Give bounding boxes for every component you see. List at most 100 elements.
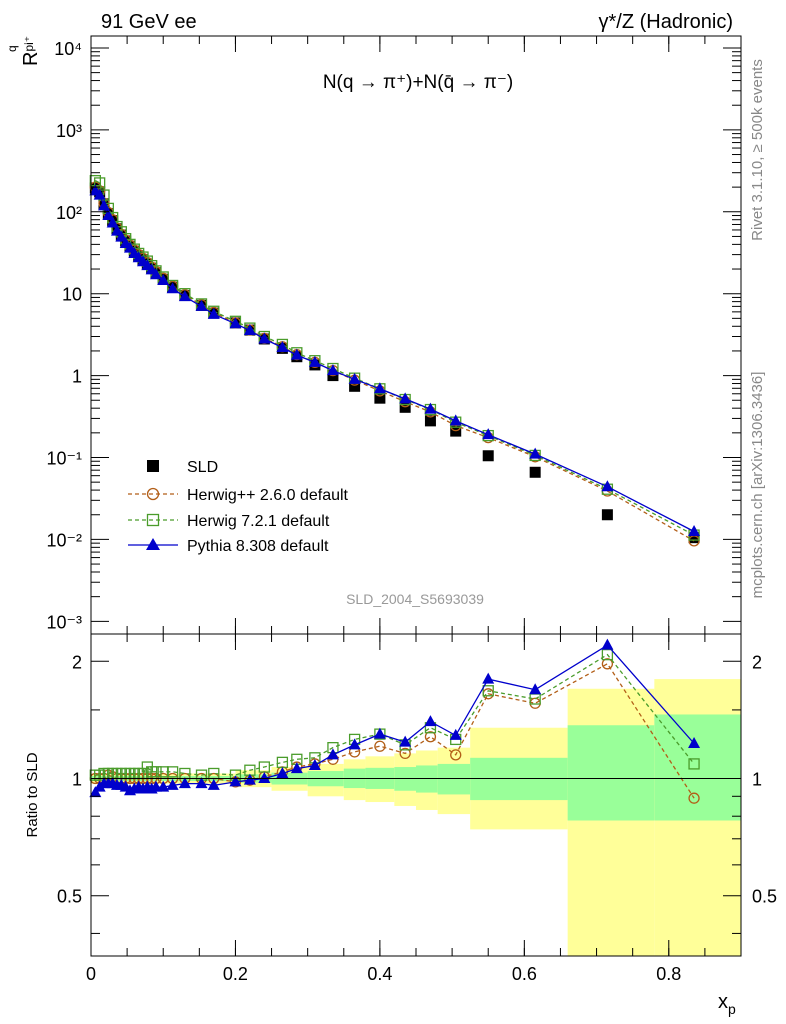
axis-ticks [90, 36, 742, 956]
y-tick-label-3: 1 [72, 367, 82, 387]
ratio-2-point-26 [326, 748, 339, 760]
series-0-point-27 [349, 380, 361, 392]
ratio-2-point-35 [688, 736, 701, 748]
series-3-point-33 [529, 447, 542, 459]
y-tick-label-5: 10² [56, 203, 82, 223]
ratio-0-point-29 [399, 747, 411, 760]
series-3-point-30 [424, 402, 437, 414]
legend-label-pythia: Pythia 8.308 default [187, 538, 329, 555]
analysis-id: SLD_2004_S5693039 [346, 591, 484, 607]
legend-marker-herwigpp [146, 487, 160, 501]
ratio-2-point-23 [276, 766, 289, 778]
y-tick-label-0: 10⁻³ [46, 612, 82, 632]
series-3-point-6 [115, 230, 128, 242]
y-tick-label-7: 10⁴ [54, 39, 82, 59]
series-0-point-34 [601, 509, 613, 521]
series-3-point-21 [243, 324, 256, 336]
mcplots-label: mcplots.cern.ch [arXiv:1306.3436] [749, 372, 766, 599]
ratio-2-point-34 [601, 638, 614, 650]
ratio-1-point-14 [150, 766, 162, 778]
ratio-tick-label-right-1: 1 [752, 769, 762, 789]
y-tick-label-1: 10⁻² [46, 530, 82, 550]
x-tick-label-0: 0 [86, 964, 96, 984]
ratio-2-point-29 [399, 735, 412, 747]
series-3-point-19 [207, 307, 220, 319]
ratio-2-point-16 [166, 778, 179, 790]
x-axis-label-sub: p [728, 1001, 736, 1017]
series-3-point-3 [102, 209, 115, 221]
green-band-11 [654, 714, 741, 821]
ratio-tick-label-left-2: 2 [72, 652, 82, 672]
y-tick-label-6: 10³ [56, 121, 82, 141]
ratio-line-1 [95, 653, 695, 776]
ratio-2-point-33 [529, 683, 542, 695]
ratio-0-point-34 [601, 658, 614, 670]
series-0-point-28 [374, 392, 386, 404]
legend-marker-sld [147, 460, 159, 472]
y-axis-label-main: R [20, 52, 42, 66]
ratio-1-point-16 [166, 766, 179, 778]
series-3-point-16 [166, 282, 179, 294]
ratio-2-point-32 [482, 672, 495, 684]
ratio-2-point-15 [157, 780, 170, 792]
series-3-point-24 [290, 348, 303, 360]
series-3-point-27 [348, 372, 361, 384]
y-axis-label-sub: pi⁺ [22, 36, 36, 52]
ratio-tick-label-left-1: 1 [72, 769, 82, 789]
series-0-point-33 [529, 466, 541, 478]
tick-labels: 0 0.2 0.4 0.6 0.8 10⁻³ 10⁻² 10⁻¹ 1 10 10² 10³ 10⁴ 0.5… [46, 39, 777, 984]
ratio-2-point-17 [178, 777, 191, 789]
ratio-0-point-30 [424, 731, 437, 743]
legend-marker-pythia [146, 538, 160, 550]
main-plot-series [89, 174, 701, 547]
series-3-point-32 [482, 428, 495, 440]
ratio-2-point-24 [290, 762, 303, 774]
series-3-point-22 [258, 332, 271, 344]
series-0-point-30 [424, 415, 436, 427]
series-3-point-28 [373, 382, 386, 394]
x-tick-label-2: 0.4 [367, 964, 392, 984]
series-2-point-1 [94, 177, 106, 189]
series-3-point-18 [195, 299, 208, 311]
header-left: 91 GeV ee [101, 11, 197, 33]
series-3-point-5 [111, 224, 123, 236]
series-3-point-15 [157, 273, 170, 285]
rivet-version-label: Rivet 3.1.10, ≥ 500k events [749, 59, 766, 241]
y-tick-label-4: 10 [62, 285, 82, 305]
ratio-2-point-31 [449, 728, 462, 740]
ratio-1-point-35 [688, 758, 700, 770]
y-tick-label-2: 10⁻¹ [46, 449, 82, 469]
series-0-point-35 [688, 532, 700, 544]
ratio-0-point-31 [450, 749, 462, 761]
ratio-0-point-35 [688, 792, 700, 804]
series-3-point-2 [98, 199, 110, 211]
ratio-2-point-21 [243, 773, 256, 785]
series-3-point-35 [688, 524, 701, 536]
ratio-2-point-20 [229, 775, 242, 787]
ratio-1-point-1 [94, 769, 106, 781]
series-3-point-29 [399, 392, 412, 404]
series-3-point-20 [229, 317, 242, 329]
series-3-point-4 [106, 216, 119, 228]
series-3-point-14 [150, 268, 162, 280]
series-3-point-25 [308, 355, 321, 367]
series-3-point-17 [178, 290, 191, 302]
legend: SLD Herwig++ 2.6.0 default Herwig 7.2.1 … [128, 459, 349, 555]
series-3-point-31 [449, 414, 462, 426]
ratio-2-point-25 [308, 758, 321, 770]
legend-label-herwigpp: Herwig++ 2.6.0 default [187, 487, 349, 504]
ratio-2-point-22 [258, 771, 271, 783]
ratio-2-point-19 [207, 778, 220, 790]
x-tick-label-3: 0.6 [512, 964, 537, 984]
ratio-tick-label-right-0: 0.5 [752, 887, 777, 907]
plot-title: N(q → π⁺)+N(q̄ → π⁻) [323, 72, 513, 93]
legend-label-sld: SLD [187, 459, 218, 476]
x-tick-label-4: 0.8 [656, 964, 681, 984]
series-0-point-32 [482, 450, 494, 462]
ratio-0-point-28 [374, 740, 386, 752]
header-right: γ*/Z (Hadronic) [599, 11, 733, 33]
series-3-point-34 [601, 480, 614, 492]
ratio-2-point-30 [424, 715, 437, 727]
legend-marker-herwig7 [146, 513, 160, 527]
